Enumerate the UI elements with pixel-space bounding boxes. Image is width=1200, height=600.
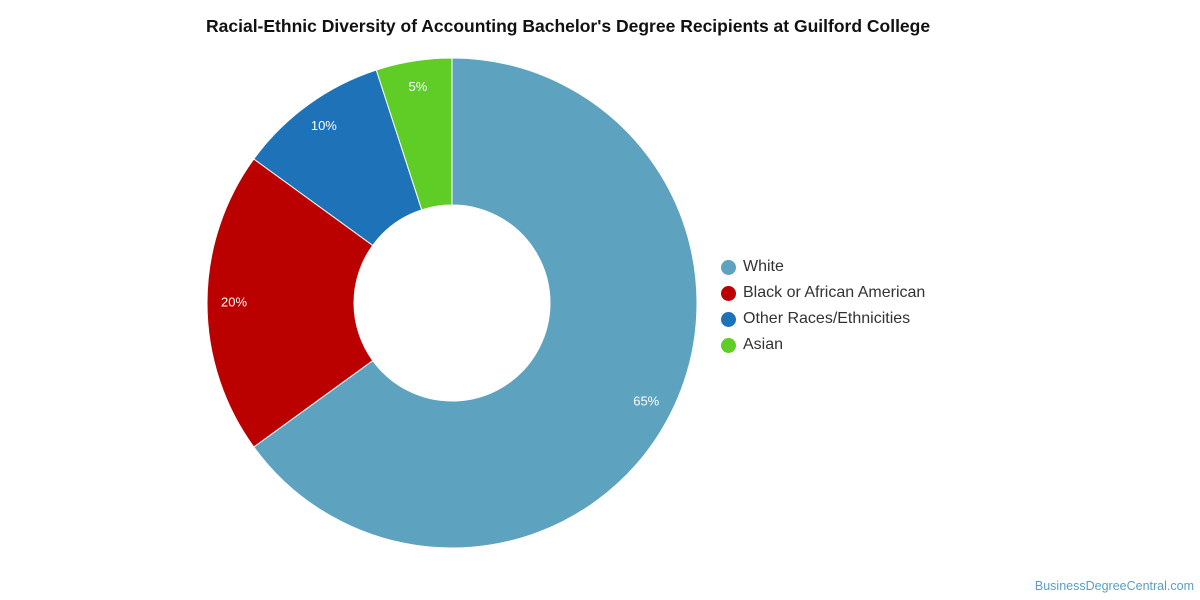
- legend-swatch-asian: [721, 337, 736, 353]
- legend-swatch-other-races-ethnicities: [721, 311, 736, 327]
- slice-asian[interactable]: [375, 57, 453, 211]
- legend-item-white[interactable]: White: [721, 254, 925, 280]
- legend-item-black-or-african-american[interactable]: Black or African American: [721, 280, 925, 306]
- legend-label: Other Races/Ethnicities: [743, 310, 911, 327]
- chart-legend: White Black or African American Other Ra…: [721, 254, 925, 358]
- legend-item-other-races-ethnicities[interactable]: Other Races/Ethnicities: [721, 306, 925, 332]
- slice-label-black-or-african-american: 20%: [221, 294, 247, 309]
- legend-label: Black or African American: [743, 284, 926, 301]
- slice-black-or-african-american[interactable]: [206, 158, 374, 448]
- chart-title: Racial-Ethnic Diversity of Accounting Ba…: [206, 16, 931, 36]
- legend-label: White: [743, 258, 784, 275]
- slice-label-other-races-ethnicities: 10%: [311, 118, 337, 133]
- legend-swatch-black-or-african-american: [721, 285, 736, 301]
- source-watermark-link[interactable]: BusinessDegreeCentral.com: [1034, 579, 1194, 593]
- legend-swatch-white: [721, 259, 736, 275]
- legend-label: Asian: [743, 336, 784, 353]
- slice-label-white: 65%: [633, 393, 659, 408]
- slice-label-asian: 5%: [408, 79, 427, 94]
- slice-white[interactable]: [253, 57, 698, 549]
- legend-item-asian[interactable]: Asian: [721, 332, 925, 358]
